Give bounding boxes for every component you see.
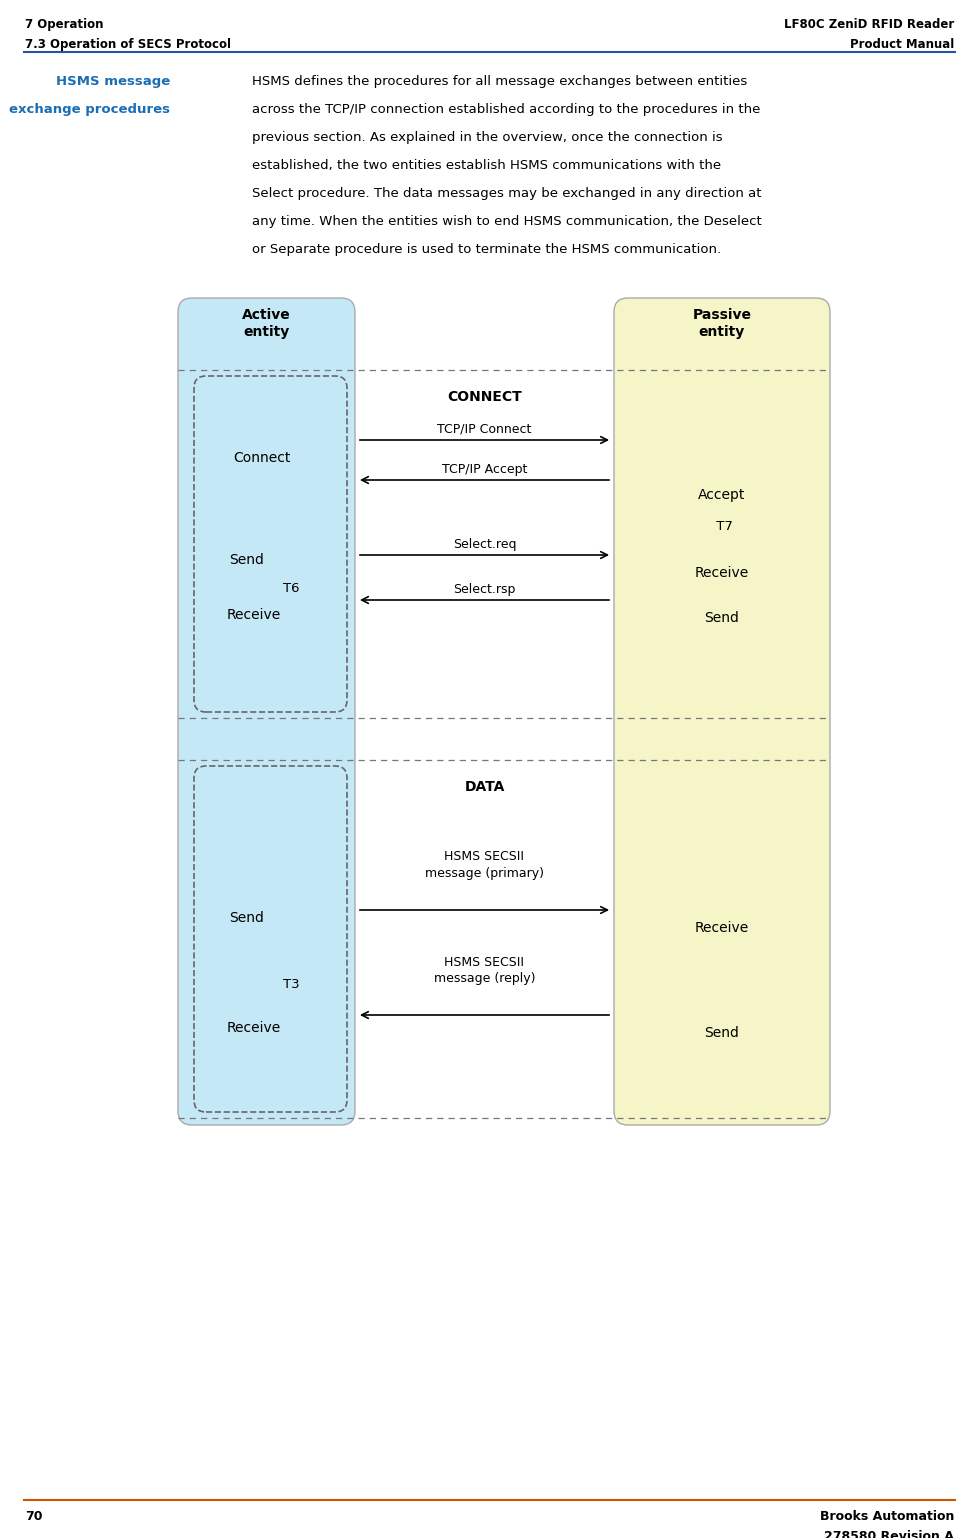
Text: Select.req: Select.req [452, 538, 515, 551]
Text: CONNECT: CONNECT [447, 391, 521, 404]
Text: TCP/IP Accept: TCP/IP Accept [441, 463, 526, 475]
Text: 70: 70 [25, 1510, 42, 1523]
Text: Receive: Receive [226, 608, 281, 621]
Text: DATA: DATA [464, 780, 505, 794]
Text: T3: T3 [283, 978, 299, 992]
Text: Select procedure. The data messages may be exchanged in any direction at: Select procedure. The data messages may … [251, 188, 761, 200]
Text: Active
entity: Active entity [242, 308, 290, 340]
FancyBboxPatch shape [178, 298, 355, 1124]
Text: Send: Send [229, 910, 264, 924]
Text: HSMS defines the procedures for all message exchanges between entities: HSMS defines the procedures for all mess… [251, 75, 746, 88]
Text: any time. When the entities wish to end HSMS communication, the Deselect: any time. When the entities wish to end … [251, 215, 761, 228]
Text: Receive: Receive [226, 1021, 281, 1035]
Text: 278580 Revision A: 278580 Revision A [823, 1530, 953, 1538]
Text: HSMS SECSII
message (reply): HSMS SECSII message (reply) [433, 955, 535, 984]
Text: across the TCP/IP connection established according to the procedures in the: across the TCP/IP connection established… [251, 103, 760, 115]
Text: TCP/IP Connect: TCP/IP Connect [437, 423, 531, 435]
Text: or Separate procedure is used to terminate the HSMS communication.: or Separate procedure is used to termina… [251, 243, 721, 255]
Text: LF80C ZeniD RFID Reader: LF80C ZeniD RFID Reader [783, 18, 953, 31]
Text: T7: T7 [711, 520, 732, 534]
Text: 7.3 Operation of SECS Protocol: 7.3 Operation of SECS Protocol [25, 38, 231, 51]
Text: Send: Send [704, 611, 738, 624]
Text: previous section. As explained in the overview, once the connection is: previous section. As explained in the ov… [251, 131, 722, 145]
Text: Send: Send [704, 1026, 738, 1040]
Text: Brooks Automation: Brooks Automation [819, 1510, 953, 1523]
Text: Receive: Receive [694, 921, 748, 935]
Text: Accept: Accept [697, 488, 745, 501]
Text: Select.rsp: Select.rsp [453, 583, 515, 597]
Text: Product Manual: Product Manual [849, 38, 953, 51]
Text: established, the two entities establish HSMS communications with the: established, the two entities establish … [251, 158, 721, 172]
Text: HSMS SECSII
message (primary): HSMS SECSII message (primary) [424, 851, 544, 880]
Text: HSMS message: HSMS message [56, 75, 170, 88]
Text: Send: Send [229, 554, 264, 568]
Text: 7 Operation: 7 Operation [25, 18, 104, 31]
FancyBboxPatch shape [613, 298, 829, 1124]
Text: T6: T6 [283, 581, 299, 595]
Text: Receive: Receive [694, 566, 748, 580]
Text: Passive
entity: Passive entity [691, 308, 751, 340]
Text: Connect: Connect [233, 451, 289, 464]
Text: exchange procedures: exchange procedures [9, 103, 170, 115]
